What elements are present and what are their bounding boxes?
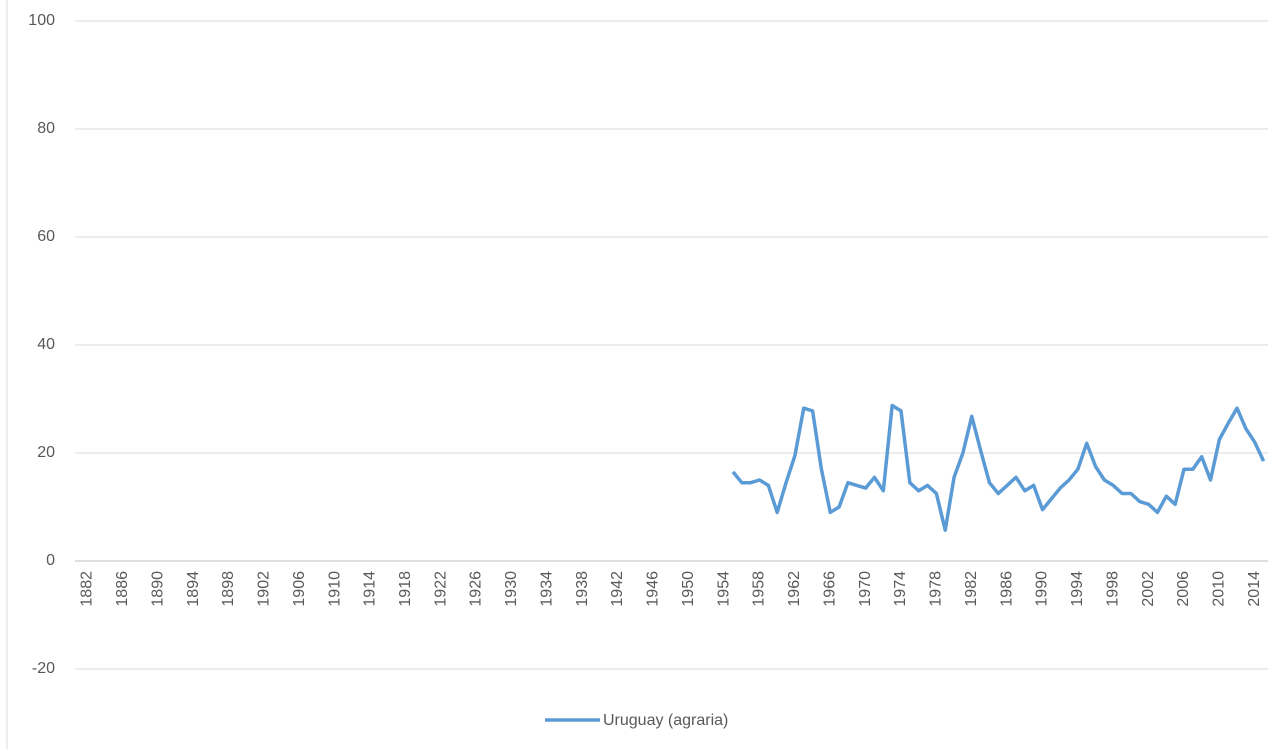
x-tick-label: 1914 (362, 571, 379, 607)
x-tick-label: 1958 (751, 571, 768, 607)
legend-label: Uruguay (agraria) (603, 712, 728, 729)
x-tick-label: 1994 (1069, 571, 1086, 607)
x-tick-label: 1918 (397, 571, 414, 607)
y-tick-label: 0 (46, 552, 55, 569)
x-tick-label: 2014 (1246, 571, 1263, 607)
x-tick-label: 2010 (1211, 571, 1228, 607)
y-tick-label: 60 (37, 228, 55, 245)
x-tick-label: 1886 (114, 571, 131, 607)
x-tick-label: 1946 (645, 571, 662, 607)
x-tick-label: 1938 (574, 571, 591, 607)
x-tick-label: 1978 (928, 571, 945, 607)
x-tick-label: 1986 (998, 571, 1015, 607)
x-tick-label: 1906 (291, 571, 308, 607)
x-tick-label: 1910 (326, 571, 343, 607)
y-tick-label: 100 (28, 12, 55, 29)
x-tick-label: 1966 (821, 571, 838, 607)
x-tick-label: 2002 (1140, 571, 1157, 607)
x-tick-label: 1990 (1034, 571, 1051, 607)
x-tick-label: 1962 (786, 571, 803, 607)
x-tick-label: 1970 (857, 571, 874, 607)
x-tick-label: 2006 (1175, 571, 1192, 607)
x-tick-label: 1982 (963, 571, 980, 607)
data-line (731, 403, 1266, 532)
x-tick-label: 1882 (79, 571, 96, 607)
x-tick-label: 1974 (892, 571, 909, 607)
x-tick-label: 1898 (220, 571, 237, 607)
y-tick-label: 20 (37, 444, 55, 461)
x-tick-label: 1922 (432, 571, 449, 607)
y-tick-label: 40 (37, 336, 55, 353)
x-tick-label: 1902 (256, 571, 273, 607)
x-tick-label: 1934 (538, 571, 555, 607)
x-tick-label: 1930 (503, 571, 520, 607)
x-tick-label: 1926 (468, 571, 485, 607)
x-tick-label: 1950 (680, 571, 697, 607)
y-tick-label: -20 (32, 660, 55, 677)
y-tick-label: 80 (37, 120, 55, 137)
x-tick-label: 1998 (1104, 571, 1121, 607)
x-tick-label: 1942 (609, 571, 626, 607)
x-tick-label: 1890 (149, 571, 166, 607)
x-tick-label: 1954 (715, 571, 732, 607)
x-tick-label: 1894 (185, 571, 202, 607)
